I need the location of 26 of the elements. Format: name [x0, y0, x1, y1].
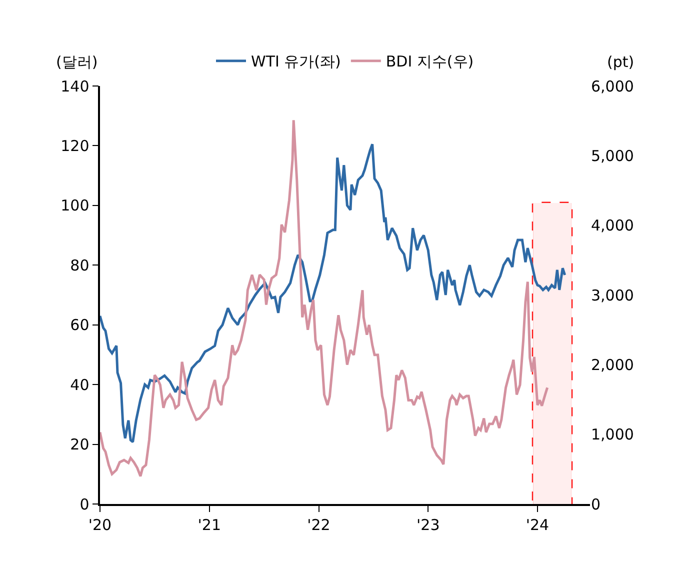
y-tick-label: 60 [70, 316, 90, 334]
line-series [100, 142, 566, 444]
y-tick-label: 20 [70, 436, 90, 454]
y2-axis-title: (pt) [607, 53, 634, 71]
x-tick-label: '23 [416, 516, 440, 534]
y-tick-label: 120 [60, 136, 90, 155]
x-tick-label: '22 [307, 516, 330, 534]
line-series [100, 118, 549, 478]
y2-tick-label: 5,000 [591, 146, 634, 165]
x-tick-label: '21 [198, 516, 221, 534]
y-tick-label: 100 [60, 196, 90, 215]
y2-tick-label: 3,000 [591, 286, 634, 304]
x-tick-label: '20 [88, 516, 112, 534]
y-tick-label: 40 [70, 376, 90, 394]
y2-tick-label: 1,000 [591, 426, 634, 444]
y2-tick-label: 2,000 [591, 356, 634, 374]
y-tick-label: 0 [80, 495, 90, 514]
y2-tick-label: 0 [591, 495, 601, 514]
x-tick-label: '24 [526, 516, 550, 534]
y2-tick-label: 6,000 [591, 77, 634, 96]
y-tick-label: 140 [60, 77, 90, 96]
y-tick-label: 80 [70, 256, 90, 274]
legend-label: WTI 유가(좌) [251, 52, 341, 71]
legend-label: BDI 지수(우) [386, 52, 474, 71]
y2-tick-label: 4,000 [591, 216, 634, 235]
y-axis-title: (달러) [56, 53, 98, 71]
